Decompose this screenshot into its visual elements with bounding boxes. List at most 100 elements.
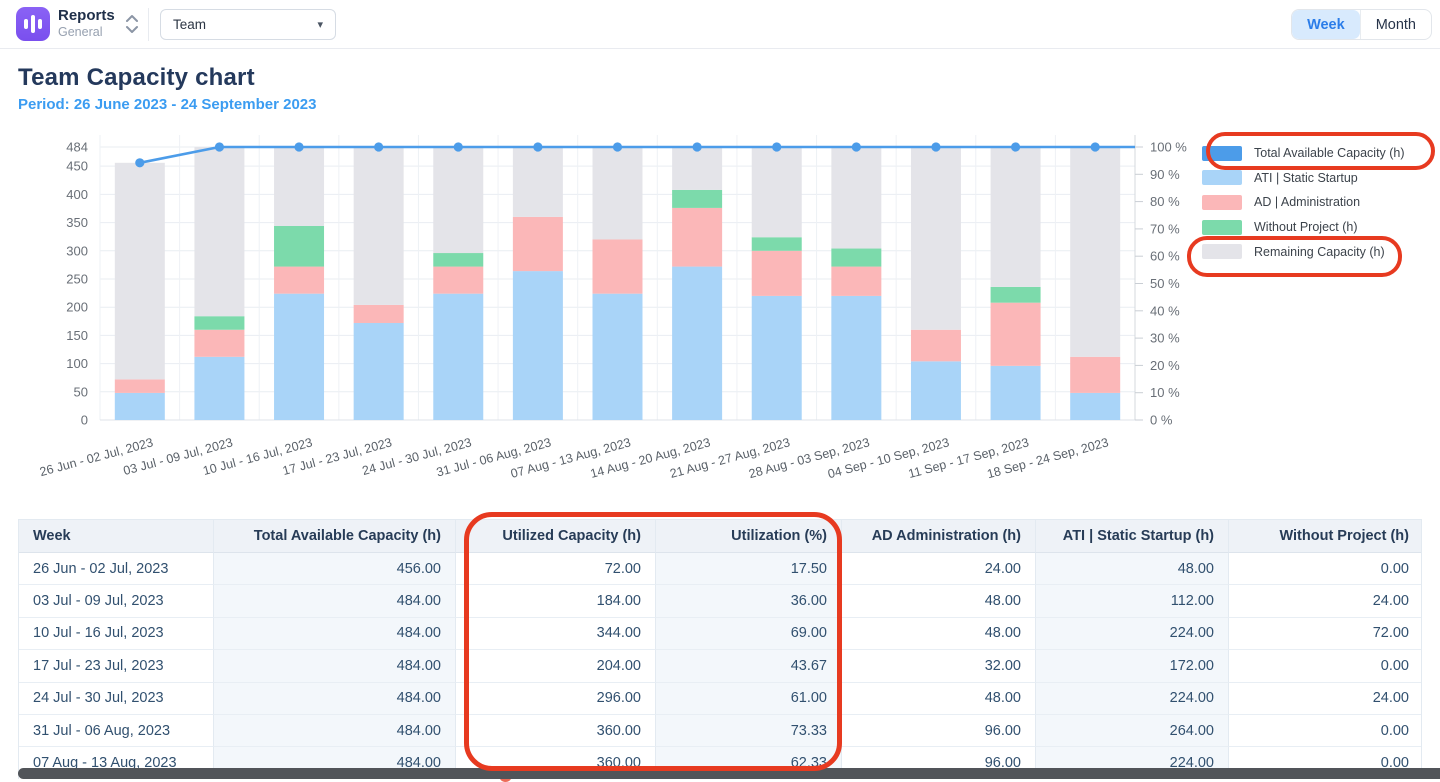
svg-text:484: 484 (66, 140, 88, 155)
table-cell: 96.00 (842, 714, 1036, 748)
column-header: Total Available Capacity (h) (214, 520, 456, 553)
legend-swatch (1202, 145, 1242, 161)
column-header: Utilization (%) (656, 520, 842, 553)
svg-text:350: 350 (66, 215, 88, 230)
table-cell: 10 Jul - 16 Jul, 2023 (19, 617, 214, 651)
report-switcher-chevrons-icon[interactable] (124, 13, 140, 35)
table-row: 31 Jul - 06 Aug, 2023 484.00 360.00 73.33 96… (19, 714, 1421, 748)
svg-text:70 %: 70 % (1150, 221, 1180, 236)
table-cell: 03 Jul - 09 Jul, 2023 (19, 585, 214, 618)
table-cell: 48.00 (842, 585, 1036, 618)
legend-label: AD | Administration (1254, 195, 1361, 210)
table-cell: 31 Jul - 06 Aug, 2023 (19, 714, 214, 748)
column-header: Utilized Capacity (h) (456, 520, 656, 553)
table-cell: 17.50 (656, 553, 842, 586)
column-header: ATI | Static Startup (h) (1036, 520, 1229, 553)
column-header: Week (19, 520, 214, 553)
table-cell: 72.00 (456, 553, 656, 586)
svg-text:250: 250 (66, 271, 88, 286)
table-cell: 17 Jul - 23 Jul, 2023 (19, 650, 214, 683)
svg-text:60 %: 60 % (1150, 249, 1180, 264)
table-cell: 344.00 (456, 617, 656, 651)
legend-label: Remaining Capacity (h) (1254, 244, 1385, 259)
table-cell: 72.00 (1229, 617, 1421, 651)
table-cell: 264.00 (1036, 714, 1229, 748)
table-cell: 61.00 (656, 682, 842, 715)
chevron-down-icon: ▾ (317, 19, 323, 31)
svg-text:0 %: 0 % (1150, 413, 1173, 428)
table-cell: 484.00 (214, 585, 456, 618)
table-row: 26 Jun - 02 Jul, 2023 456.00 72.00 17.50 24.… (19, 553, 1421, 586)
svg-text:200: 200 (66, 300, 88, 315)
legend-label: Total Available Capacity (h) (1254, 146, 1405, 161)
table-cell: 204.00 (456, 650, 656, 683)
svg-text:40 %: 40 % (1150, 303, 1180, 318)
legend-label: ATI | Static Startup (1254, 170, 1358, 185)
report-type-select[interactable]: Team ▾ (160, 9, 336, 40)
legend-item[interactable]: Without Project (h) (1202, 215, 1405, 240)
table-cell: 456.00 (214, 553, 456, 586)
legend-item[interactable]: Remaining Capacity (h) (1202, 239, 1405, 264)
legend-swatch (1202, 194, 1242, 210)
table-cell: 172.00 (1036, 650, 1229, 683)
table-cell: 48.00 (1036, 553, 1229, 586)
top-bar: Reports General Team ▾ Week Month (0, 0, 1440, 49)
table-cell: 112.00 (1036, 585, 1229, 618)
table-cell: 48.00 (842, 617, 1036, 651)
toggle-option-month[interactable]: Month (1359, 10, 1431, 39)
toggle-option-week[interactable]: Week (1292, 10, 1360, 39)
capacity-table: Week Total Available Capacity (h) Utilized… (18, 519, 1422, 779)
legend-swatch (1202, 219, 1242, 235)
legend-swatch (1202, 244, 1242, 260)
svg-text:50 %: 50 % (1150, 276, 1180, 291)
legend-item[interactable]: ATI | Static Startup (1202, 166, 1405, 191)
table-cell: 484.00 (214, 650, 456, 683)
svg-text:150: 150 (66, 328, 88, 343)
week-month-toggle: Week Month (1291, 9, 1432, 40)
table-cell: 43.67 (656, 650, 842, 683)
table-cell: 24 Jul - 30 Jul, 2023 (19, 682, 214, 715)
table-header-row: Week Total Available Capacity (h) Utilized… (19, 520, 1421, 553)
table-cell: 26 Jun - 02 Jul, 2023 (19, 553, 214, 586)
svg-text:20 %: 20 % (1150, 358, 1180, 373)
legend-label: Without Project (h) (1254, 220, 1358, 235)
table-cell: 69.00 (656, 617, 842, 651)
svg-text:300: 300 (66, 243, 88, 258)
table-row: 24 Jul - 30 Jul, 2023 484.00 296.00 61.00 48… (19, 682, 1421, 715)
table-cell: 36.00 (656, 585, 842, 618)
legend-item[interactable]: Total Available Capacity (h) (1202, 141, 1405, 166)
svg-text:90 %: 90 % (1150, 167, 1180, 182)
report-type-value: Team (173, 17, 207, 32)
legend-swatch (1202, 170, 1242, 186)
table-cell: 296.00 (456, 682, 656, 715)
svg-text:100 %: 100 % (1150, 140, 1187, 155)
legend-item[interactable]: AD | Administration (1202, 190, 1405, 215)
svg-text:30 %: 30 % (1150, 331, 1180, 346)
app-subtitle: General (58, 25, 103, 39)
table-cell: 0.00 (1229, 553, 1421, 586)
table-cell: 484.00 (214, 714, 456, 748)
column-header: AD Administration (h) (842, 520, 1036, 553)
topbar-divider (148, 8, 149, 41)
table-cell: 24.00 (1229, 682, 1421, 715)
table-row: 17 Jul - 23 Jul, 2023 484.00 204.00 43.67 32… (19, 650, 1421, 683)
app-title: Reports (58, 7, 115, 24)
svg-text:80 %: 80 % (1150, 194, 1180, 209)
table-cell: 184.00 (456, 585, 656, 618)
chart-legend: Total Available Capacity (h) ATI | Static… (1202, 141, 1405, 264)
svg-text:0: 0 (81, 413, 88, 428)
table-cell: 224.00 (1036, 682, 1229, 715)
table-row: 10 Jul - 16 Jul, 2023 484.00 344.00 69.00 48… (19, 617, 1421, 651)
svg-text:100: 100 (66, 356, 88, 371)
table-cell: 24.00 (1229, 585, 1421, 618)
table-cell: 24.00 (842, 553, 1036, 586)
table-cell: 48.00 (842, 682, 1036, 715)
table-cell: 73.33 (656, 714, 842, 748)
horizontal-scrollbar[interactable] (18, 768, 1440, 779)
table-cell: 224.00 (1036, 617, 1229, 651)
reports-app-icon[interactable] (16, 7, 50, 41)
table-cell: 0.00 (1229, 650, 1421, 683)
column-header: Without Project (h) (1229, 520, 1421, 553)
svg-text:10 %: 10 % (1150, 385, 1180, 400)
table-cell: 484.00 (214, 617, 456, 651)
